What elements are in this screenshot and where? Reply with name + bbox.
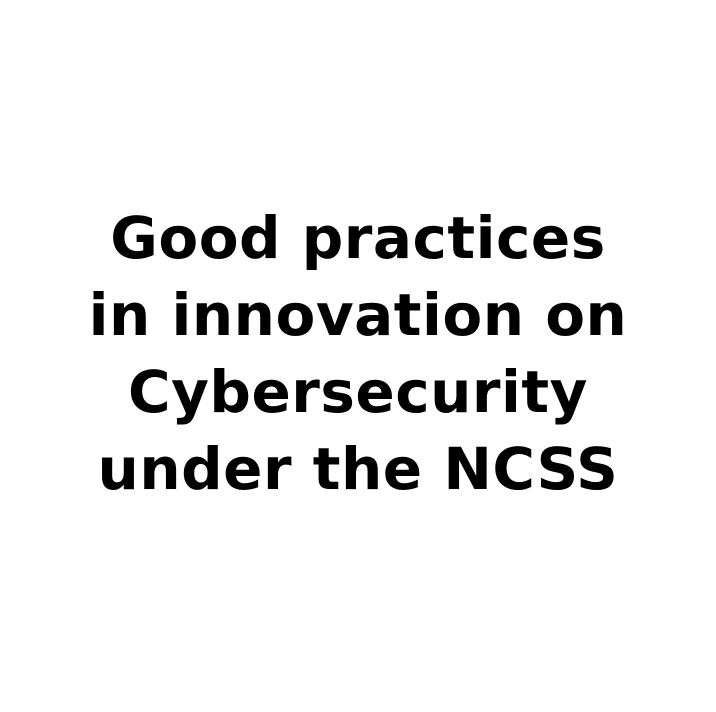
title-line-3: Cybersecurity xyxy=(128,358,588,426)
title-line-2: in innovation on xyxy=(88,281,628,349)
title-line-4: under the NCSS xyxy=(97,435,619,503)
title-line-1: Good practices xyxy=(110,204,606,272)
title-text: Good practices in innovation on Cybersec… xyxy=(0,200,716,508)
